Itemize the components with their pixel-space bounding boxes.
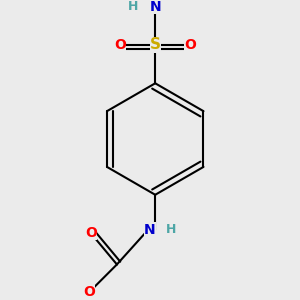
Text: N: N bbox=[144, 223, 156, 237]
Text: O: O bbox=[115, 38, 126, 52]
Text: O: O bbox=[85, 226, 97, 240]
Text: N: N bbox=[149, 0, 161, 14]
Text: S: S bbox=[150, 38, 161, 52]
Text: O: O bbox=[83, 285, 95, 299]
Text: H: H bbox=[166, 223, 176, 236]
Text: O: O bbox=[184, 38, 196, 52]
Text: H: H bbox=[128, 0, 138, 13]
